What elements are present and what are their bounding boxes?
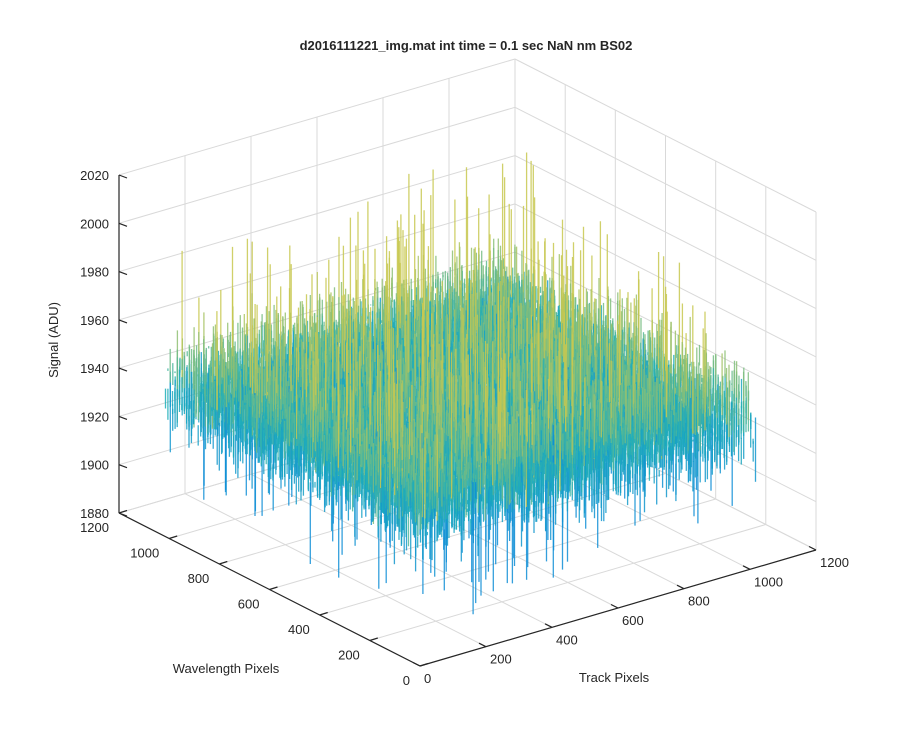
surface-strokes [166, 153, 756, 615]
surface-plot [166, 153, 756, 615]
